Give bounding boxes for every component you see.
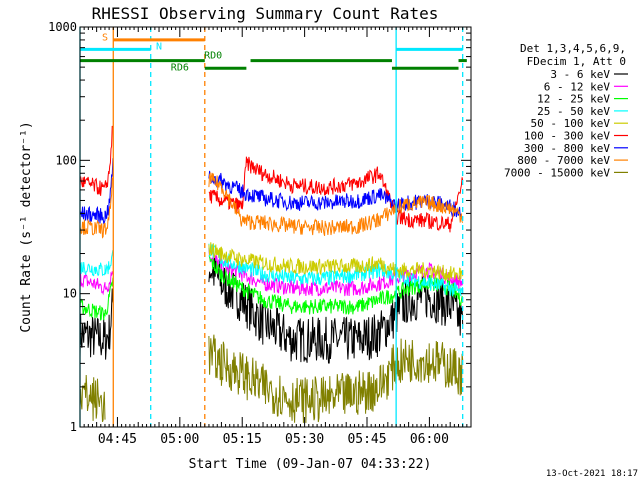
y-tick-label: 10	[63, 287, 77, 301]
legend-entry-label: 300 - 800 keV	[524, 142, 610, 155]
plot-area: S N RD0 RD6	[79, 27, 467, 427]
legend-header: FDecim 1, Att 0	[527, 55, 626, 68]
series-7000-15000-kev	[79, 374, 106, 422]
x-tick-label: 05:45	[347, 432, 386, 447]
state-label-n: N	[156, 41, 162, 52]
x-tick-label: 04:45	[98, 432, 137, 447]
series-100-300-kev	[79, 125, 114, 196]
y-tick-label: 100	[55, 153, 77, 167]
legend-entry-label: 7000 - 15000 keV	[504, 166, 610, 179]
legend-entry-label: 12 - 25 keV	[537, 93, 610, 106]
series-800-7000-kev	[79, 177, 114, 239]
series-7000-15000-kev	[208, 334, 464, 423]
state-label-rd0: RD0	[204, 51, 222, 62]
legend-entry-label: 25 - 50 keV	[537, 105, 610, 118]
series-100-300-kev	[208, 156, 464, 233]
series-25-50-kev	[79, 250, 114, 277]
legend-header: Det 1,3,4,5,6,9,	[520, 42, 626, 55]
state-label-rd6: RD6	[171, 63, 189, 74]
series-25-50-kev	[208, 243, 464, 297]
series-12-25-kev	[208, 255, 464, 315]
state-label-s: S	[102, 33, 108, 44]
y-tick-label: 1000	[48, 20, 77, 34]
legend-entry-label: 100 - 300 keV	[524, 130, 610, 143]
footer-date: 13-Oct-2021 18:17	[546, 469, 638, 479]
chart-title: RHESSI Observing Summary Count Rates	[92, 4, 439, 23]
legend-entry-label: 3 - 6 keV	[550, 68, 610, 81]
legend-entry-label: 6 - 12 keV	[544, 80, 611, 93]
x-tick-label: 05:00	[160, 432, 199, 447]
x-tick-label: 05:15	[223, 432, 262, 447]
x-tick-label: 05:30	[285, 432, 324, 447]
series-3-6-kev	[79, 288, 114, 360]
x-tick-label: 06:00	[410, 432, 449, 447]
series-300-800-kev	[208, 170, 464, 222]
series-800-7000-kev	[208, 171, 464, 237]
y-axis-label: Count Rate (s⁻¹ detector⁻¹)	[19, 121, 34, 332]
series-12-25-kev	[79, 277, 114, 321]
legend: Det 1,3,4,5,6,9,FDecim 1, Att 03 - 6 keV…	[504, 42, 628, 179]
x-axis: 04:45 05:00 05:15 05:30 05:45 06:00	[79, 27, 472, 447]
series-300-800-kev	[79, 158, 114, 225]
y-axis: 1 10 100 1000	[48, 20, 471, 434]
series-6-12-kev	[79, 271, 114, 296]
x-axis-label: Start Time (09-Jan-07 04:33:22)	[189, 457, 432, 472]
series-50-100-kev	[208, 242, 464, 282]
y-tick-label: 1	[70, 420, 77, 434]
legend-entry-label: 800 - 7000 keV	[517, 154, 610, 167]
legend-entry-label: 50 - 100 keV	[531, 117, 611, 130]
